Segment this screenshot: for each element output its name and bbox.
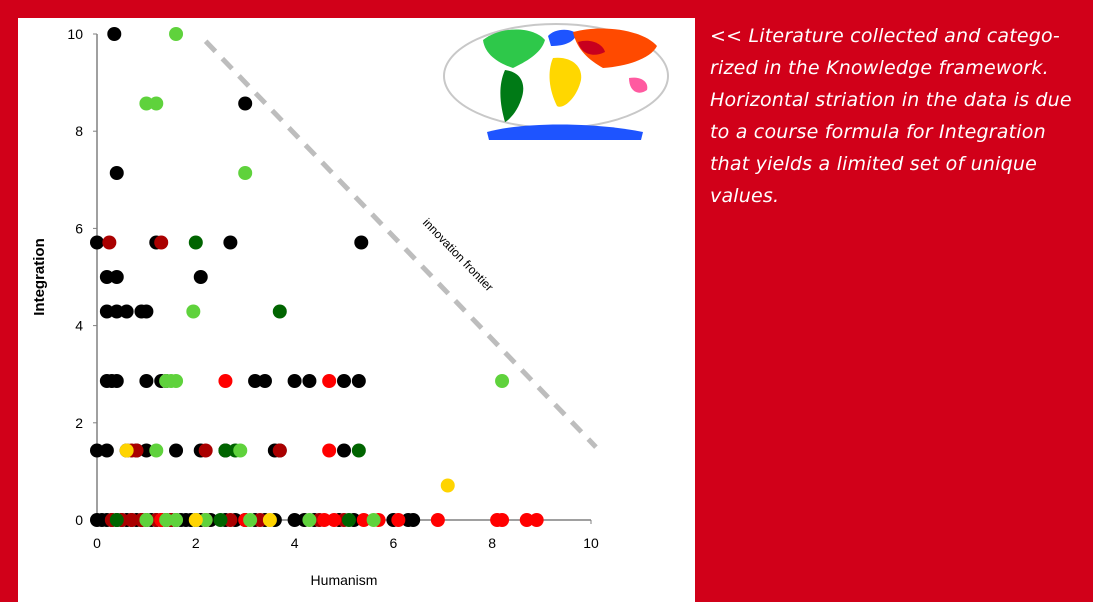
y-tick-label: 2	[75, 415, 83, 431]
chart-panel: 0 2 4 6 8 10 0 2 4 6 8 10 innovation frontier Human…	[18, 18, 695, 602]
innovation-frontier-label: innovation frontier	[420, 216, 496, 294]
data-point	[356, 513, 371, 527]
data-point	[154, 235, 169, 250]
data-point	[223, 513, 238, 527]
data-point	[287, 513, 302, 527]
data-point	[188, 235, 203, 250]
data-point	[495, 513, 510, 527]
data-point	[139, 443, 154, 458]
data-point	[218, 443, 233, 458]
data-point	[102, 235, 117, 250]
data-point	[107, 27, 122, 41]
data-point	[248, 374, 263, 389]
data-point	[253, 513, 268, 527]
data-point	[149, 96, 164, 111]
data-point	[139, 96, 154, 111]
data-point	[233, 443, 248, 458]
innovation-frontier-line	[203, 39, 598, 449]
data-point	[99, 270, 114, 284]
data-point	[262, 513, 277, 527]
data-points	[90, 27, 544, 527]
data-point	[90, 443, 104, 458]
data-point	[119, 304, 134, 319]
data-point	[337, 374, 351, 389]
data-point	[198, 443, 213, 458]
data-point	[243, 513, 258, 527]
data-point	[341, 513, 356, 527]
data-point	[238, 165, 253, 180]
data-point	[391, 513, 406, 527]
data-point	[366, 513, 381, 527]
data-point	[406, 513, 421, 527]
y-tick-label: 0	[75, 512, 83, 528]
data-point	[139, 374, 154, 389]
data-point	[351, 443, 366, 458]
data-point	[519, 513, 534, 527]
data-point	[317, 513, 332, 527]
data-point	[354, 235, 369, 250]
y-tick-label: 8	[75, 123, 83, 139]
data-point	[124, 513, 139, 527]
data-point	[159, 513, 174, 527]
data-point	[139, 304, 154, 319]
data-point	[257, 374, 272, 389]
data-point	[109, 165, 124, 180]
data-point	[188, 513, 203, 527]
data-point	[99, 443, 114, 458]
data-point	[169, 27, 184, 41]
data-point	[169, 374, 184, 389]
x-tick-label: 2	[192, 535, 200, 551]
x-tick-label: 10	[583, 535, 599, 551]
data-point	[90, 235, 104, 250]
caption-text: << Literature collected and catego-rized…	[710, 25, 1072, 207]
y-tick-label: 10	[67, 26, 83, 42]
world-map-icon	[443, 23, 669, 140]
data-point	[322, 374, 337, 389]
x-tick-label: 8	[488, 535, 496, 551]
data-point	[327, 513, 342, 527]
data-point	[287, 374, 302, 389]
x-tick-label: 6	[390, 535, 398, 551]
data-point	[169, 443, 184, 458]
y-axis-title: Integration	[31, 238, 48, 316]
x-axis-title: Humanism	[311, 572, 378, 588]
data-point	[198, 513, 213, 527]
data-point	[109, 270, 124, 284]
data-point	[302, 513, 317, 527]
data-point	[186, 304, 201, 319]
data-point	[430, 513, 445, 527]
data-point	[223, 235, 238, 250]
data-point	[99, 304, 114, 319]
data-point	[337, 443, 351, 458]
y-tick-label: 6	[75, 220, 83, 236]
data-point	[109, 513, 124, 527]
data-point	[213, 513, 228, 527]
data-point	[272, 443, 287, 458]
y-tick-label: 4	[75, 318, 83, 334]
ticks: 0 2 4 6 8 10 0 2 4 6 8 10	[67, 26, 599, 551]
data-point	[322, 443, 337, 458]
data-point	[495, 374, 510, 389]
data-point	[119, 443, 134, 458]
x-tick-label: 4	[291, 535, 299, 551]
data-point	[272, 304, 287, 319]
data-point	[169, 513, 184, 527]
data-point	[218, 374, 233, 389]
data-point	[193, 270, 208, 284]
x-tick-label: 0	[93, 535, 101, 551]
scatter-plot: 0 2 4 6 8 10 0 2 4 6 8 10 innovation frontier Human…	[31, 23, 669, 588]
data-point	[351, 374, 366, 389]
data-point	[529, 513, 544, 527]
data-point	[109, 374, 124, 389]
data-point	[129, 443, 144, 458]
data-point	[302, 374, 317, 389]
data-point	[238, 96, 253, 111]
data-point	[149, 443, 164, 458]
data-point	[440, 478, 455, 493]
data-point	[139, 513, 154, 527]
data-point	[109, 304, 124, 319]
